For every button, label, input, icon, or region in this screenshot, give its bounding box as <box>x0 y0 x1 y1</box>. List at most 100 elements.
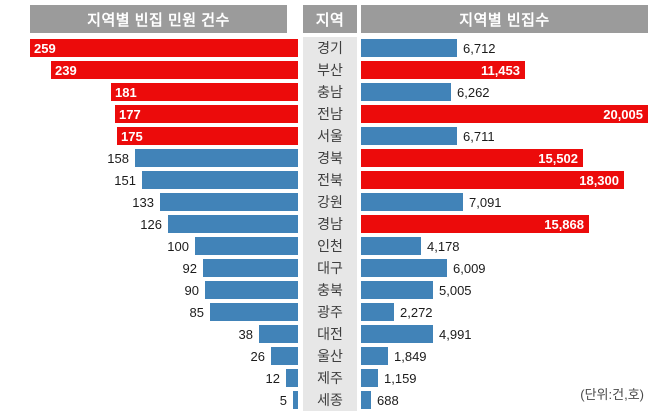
region-label: 부산 <box>317 62 343 78</box>
left-value-label: 177 <box>119 106 141 122</box>
right-bar-zone: 7,091 <box>361 193 648 211</box>
left-bar-zone: 175 <box>30 127 298 145</box>
right-bar-zone: 1,849 <box>361 347 648 365</box>
table-row: 181 충남 6,262 <box>0 81 650 103</box>
right-bar <box>361 259 447 277</box>
left-bar-zone: 177 <box>30 105 298 123</box>
region-label: 전남 <box>317 106 343 122</box>
left-bar <box>160 193 298 211</box>
left-bar <box>135 149 298 167</box>
right-bar-zone: 11,453 <box>361 61 648 79</box>
right-bar-zone: 6,712 <box>361 39 648 57</box>
right-bar <box>361 237 421 255</box>
right-bar-zone: 688 <box>361 391 648 409</box>
left-value-label: 259 <box>34 40 56 56</box>
right-bar-zone: 4,178 <box>361 237 648 255</box>
left-value-label: 85 <box>189 304 204 320</box>
region-label: 강원 <box>317 194 343 210</box>
region-label: 대전 <box>317 326 343 342</box>
right-value-label: 6,712 <box>463 40 496 56</box>
table-row: 90 충북 5,005 <box>0 279 650 301</box>
right-value-label: 20,005 <box>603 106 643 122</box>
table-row: 175 서울 6,711 <box>0 125 650 147</box>
right-value-label: 1,159 <box>384 370 417 386</box>
right-bar-zone: 4,991 <box>361 325 648 343</box>
left-bar-zone: 239 <box>30 61 298 79</box>
right-value-label: 6,009 <box>453 260 486 276</box>
left-value-label: 92 <box>182 260 197 276</box>
right-bar <box>361 83 451 101</box>
right-bar: 15,868 <box>361 215 589 233</box>
right-bar <box>361 303 394 321</box>
table-row: 12 제주 1,159 <box>0 367 650 389</box>
right-value-label: 6,262 <box>457 84 490 100</box>
right-value-label: 4,178 <box>427 238 460 254</box>
left-bar <box>271 347 298 365</box>
left-bar <box>210 303 298 321</box>
right-bar: 20,005 <box>361 105 648 123</box>
region-label: 광주 <box>317 304 343 320</box>
region-label: 경북 <box>317 150 343 166</box>
table-row: 126 경남 15,868 <box>0 213 650 235</box>
right-bar <box>361 325 433 343</box>
region-label: 대구 <box>317 260 343 276</box>
right-bar-zone: 5,005 <box>361 281 648 299</box>
left-bar-zone: 100 <box>30 237 298 255</box>
right-bar-zone: 15,502 <box>361 149 648 167</box>
region-label: 서울 <box>317 128 343 144</box>
left-value-label: 158 <box>107 150 129 166</box>
table-row: 100 인천 4,178 <box>0 235 650 257</box>
left-series-title: 지역별 빈집 민원 건수 <box>30 5 287 33</box>
left-value-label: 126 <box>140 216 162 232</box>
right-bar-zone: 6,262 <box>361 83 648 101</box>
left-bar-zone: 126 <box>30 215 298 233</box>
table-row: 133 강원 7,091 <box>0 191 650 213</box>
left-bar-zone: 85 <box>30 303 298 321</box>
left-value-label: 38 <box>238 326 253 342</box>
right-bar-zone: 6,009 <box>361 259 648 277</box>
region-column-title: 지역 <box>303 5 357 33</box>
left-bar-zone: 26 <box>30 347 298 365</box>
region-label: 세종 <box>317 392 343 408</box>
left-value-label: 26 <box>250 348 265 364</box>
right-bar-zone: 6,711 <box>361 127 648 145</box>
table-row: 85 광주 2,272 <box>0 301 650 323</box>
right-bar <box>361 347 388 365</box>
right-bar-zone: 20,005 <box>361 105 648 123</box>
left-bar-zone: 133 <box>30 193 298 211</box>
table-row: 158 경북 15,502 <box>0 147 650 169</box>
region-label: 충북 <box>317 282 343 298</box>
region-label: 울산 <box>317 348 343 364</box>
left-bar-zone: 5 <box>30 391 298 409</box>
left-bar-zone: 12 <box>30 369 298 387</box>
left-value-label: 175 <box>121 128 143 144</box>
region-label: 경기 <box>317 40 343 56</box>
left-bar-zone: 92 <box>30 259 298 277</box>
region-label: 인천 <box>317 238 343 254</box>
right-value-label: 7,091 <box>469 194 502 210</box>
right-value-label: 6,711 <box>463 128 495 144</box>
table-row: 177 전남 20,005 <box>0 103 650 125</box>
right-value-label: 11,453 <box>480 62 520 78</box>
table-row: 26 울산 1,849 <box>0 345 650 367</box>
left-bar-zone: 259 <box>30 39 298 57</box>
right-value-label: 4,991 <box>439 326 472 342</box>
table-row: 38 대전 4,991 <box>0 323 650 345</box>
right-bar-zone: 1,159 <box>361 369 648 387</box>
table-row: 5 세종 688 <box>0 389 650 411</box>
right-value-label: 1,849 <box>394 348 427 364</box>
right-value-label: 2,272 <box>400 304 433 320</box>
left-value-label: 151 <box>114 172 136 188</box>
left-bar <box>286 369 298 387</box>
right-value-label: 688 <box>377 392 399 408</box>
left-value-label: 5 <box>279 392 287 408</box>
region-label: 제주 <box>317 370 343 386</box>
left-bar-zone: 151 <box>30 171 298 189</box>
left-bar-zone: 90 <box>30 281 298 299</box>
left-bar: 181 <box>111 83 298 101</box>
left-value-label: 181 <box>115 84 137 100</box>
right-bar <box>361 127 457 145</box>
left-bar <box>203 259 298 277</box>
right-value-label: 15,502 <box>538 150 578 166</box>
